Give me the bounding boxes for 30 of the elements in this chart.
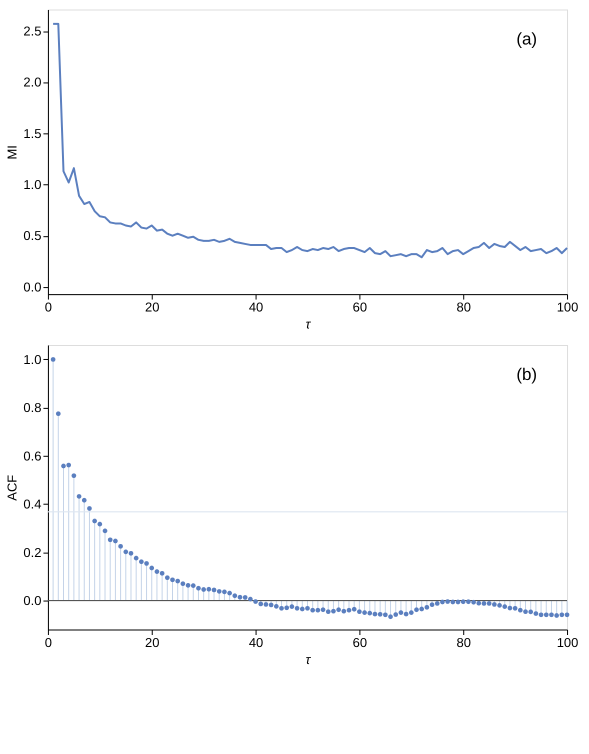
x-axis-title: τ (306, 652, 312, 667)
y-tick-label: 0.0 (23, 279, 42, 294)
y-tick-label: 1.0 (23, 352, 42, 367)
x-tick-label: 40 (248, 634, 264, 650)
annotation: (a) (516, 29, 538, 48)
y-tick-label: 1.0 (23, 177, 42, 192)
x-tick-label: 20 (145, 300, 160, 315)
y-tick-label: 0.2 (23, 544, 42, 560)
x-tick-label: 0 (44, 634, 52, 650)
y-tick-label: 2.5 (23, 24, 42, 39)
y-tick-label: 0.6 (23, 448, 42, 464)
annotation: (b) (516, 364, 538, 384)
x-tick-label: 60 (352, 634, 368, 650)
y-tick-label: 1.5 (23, 126, 42, 141)
x-tick-label: 0 (44, 300, 52, 315)
x-tick-label: 80 (456, 634, 471, 650)
y-tick-label: 0.8 (23, 400, 42, 416)
x-tick-label: 60 (352, 300, 368, 315)
y-axis-title: MI (4, 145, 20, 160)
y-tick-label: 2.0 (23, 74, 42, 90)
x-tick-label: 80 (456, 300, 471, 315)
x-tick-label: 100 (556, 300, 578, 315)
x-axis-title: τ (306, 316, 312, 332)
x-tick-label: 20 (145, 634, 160, 650)
y-tick-label: 0.0 (23, 593, 42, 608)
y-axis-title: ACF (4, 474, 20, 501)
x-tick-label: 100 (556, 634, 578, 650)
y-tick-label: 0.5 (23, 228, 42, 244)
x-tick-label: 40 (248, 300, 264, 315)
y-tick-label: 0.4 (23, 496, 42, 512)
